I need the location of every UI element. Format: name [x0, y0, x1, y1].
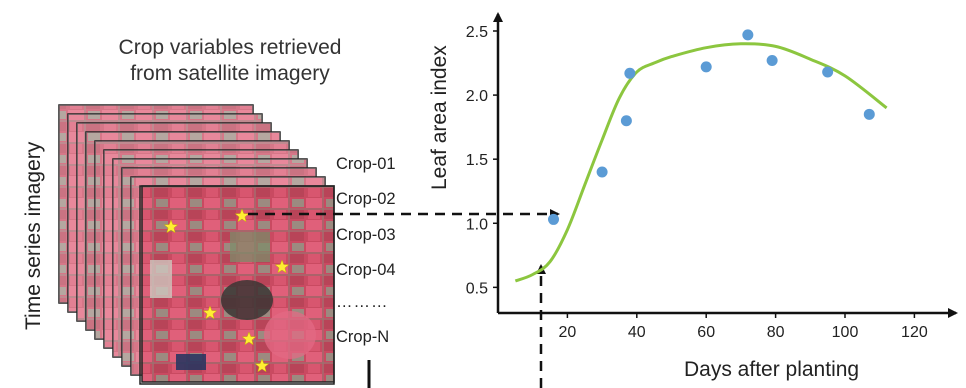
x-tick-label: 60 [697, 324, 715, 341]
side-label: Time series imagery [22, 141, 45, 330]
crop-star [202, 305, 218, 320]
front-image [139, 185, 335, 385]
crop-star [274, 259, 290, 274]
data-point [624, 67, 636, 79]
data-point [620, 115, 632, 127]
y-tick-label: 2.0 [466, 88, 488, 105]
crop-label-01: Crop-01 [336, 155, 396, 173]
y-tick-label: 1.5 [466, 152, 488, 169]
title-line-1: Crop variables retrieved [118, 36, 342, 59]
title-line-2: from satellite imagery [130, 62, 330, 85]
data-point [548, 213, 560, 225]
x-tick-label: 100 [832, 324, 859, 341]
crop-label-04: Crop-04 [336, 261, 396, 279]
x-axis-title: Days after planting [684, 358, 860, 381]
water-body [176, 354, 206, 370]
crop-star [163, 219, 179, 234]
data-point [863, 108, 875, 120]
x-tick-label: 40 [628, 324, 646, 341]
crop-label-02: Crop-02 [336, 190, 396, 208]
y-tick-label: 0.5 [466, 280, 488, 297]
data-point [700, 61, 712, 73]
data-point [596, 166, 608, 178]
x-tick-label: 120 [901, 324, 928, 341]
crop-star [254, 358, 270, 373]
x-tick-label: 20 [559, 324, 577, 341]
y-tick-label: 1.0 [466, 216, 488, 233]
y-axis-title: Leaf area index [428, 45, 451, 190]
dark-reservoir [221, 280, 273, 320]
crop-label-n: Crop-N [336, 328, 390, 346]
data-points [548, 29, 875, 225]
data-point [766, 54, 778, 66]
data-point [822, 66, 834, 78]
crop-label-03: Crop-03 [336, 226, 396, 244]
y-tick-label: 2.5 [466, 24, 488, 41]
crop-label-ellipsis: ……… [336, 293, 389, 311]
crop-star [241, 331, 257, 346]
x-tick-label: 80 [767, 324, 785, 341]
crop-star [234, 208, 250, 223]
fit-curve [514, 42, 888, 283]
axis-ticks: 20 40 60 80 100 120 0.5 1.0 1.5 2.0 2.5 [466, 24, 928, 341]
data-point [742, 29, 754, 41]
